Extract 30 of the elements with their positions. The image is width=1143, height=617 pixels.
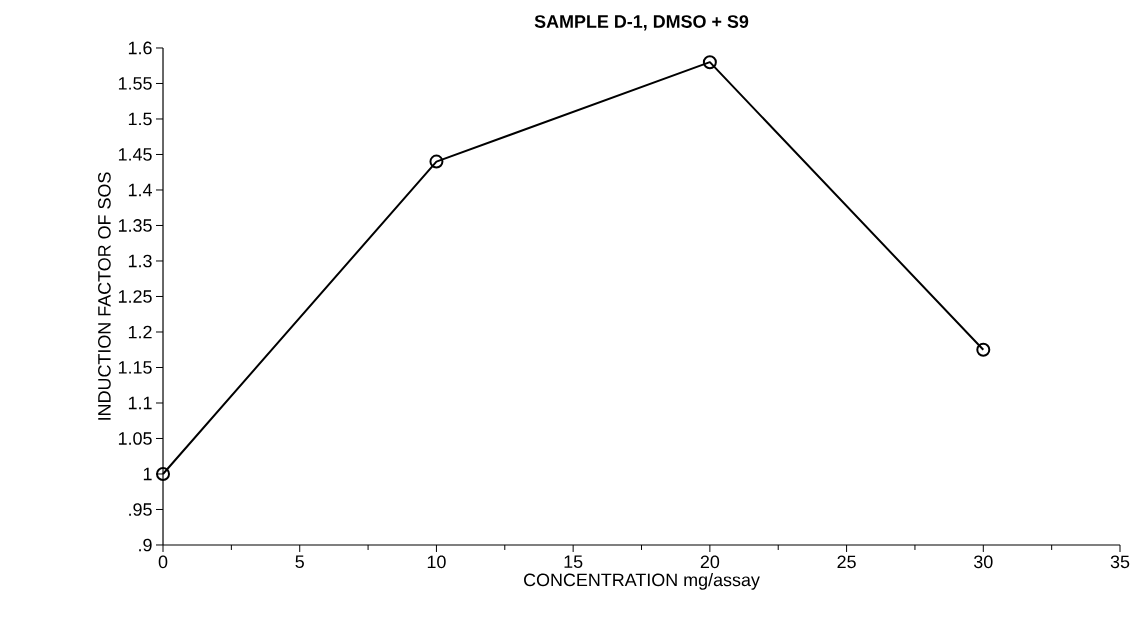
y-tick-label: 1.55 [118,77,152,90]
x-tick-label: 30 [974,555,993,569]
x-tick-label: 0 [158,555,168,569]
x-tick-label: 25 [837,555,856,569]
y-tick-label: 1.15 [118,361,152,374]
x-tick-label: 10 [427,555,446,569]
x-axis-title: CONCENTRATION mg/assay [524,573,760,590]
point [702,55,717,70]
y-tick-label: .9 [139,538,152,552]
chart-title: SAMPLE D-1, DMSO + S9 [534,15,749,31]
point [156,466,171,481]
y-tick-label: 1.05 [118,432,152,445]
y-tick-label: 1.1 [128,396,152,410]
y-tick-label: 1.5 [128,112,152,126]
x-tick-label: 35 [1110,555,1130,569]
y-tick-label: 1 [143,467,152,481]
y-tick-label: 1.4 [128,183,152,197]
y-tick-label: 1.45 [118,148,152,161]
y-tick-label: 1.6 [128,41,152,55]
y-tick-label: .95 [129,503,152,516]
x-tick-label: 20 [700,555,720,569]
x-tick-label: 5 [295,555,304,569]
y-axis-title: INDUCTION FACTOR OF SOS [98,172,111,420]
point [976,342,991,357]
x-tick-label: 15 [564,555,583,569]
y-tick-label: 1.25 [118,290,152,303]
y-tick-label: 1.2 [128,325,152,339]
y-tick-label: 1.3 [128,254,152,268]
y-tick-label: 1.35 [118,219,152,232]
point [429,154,444,169]
